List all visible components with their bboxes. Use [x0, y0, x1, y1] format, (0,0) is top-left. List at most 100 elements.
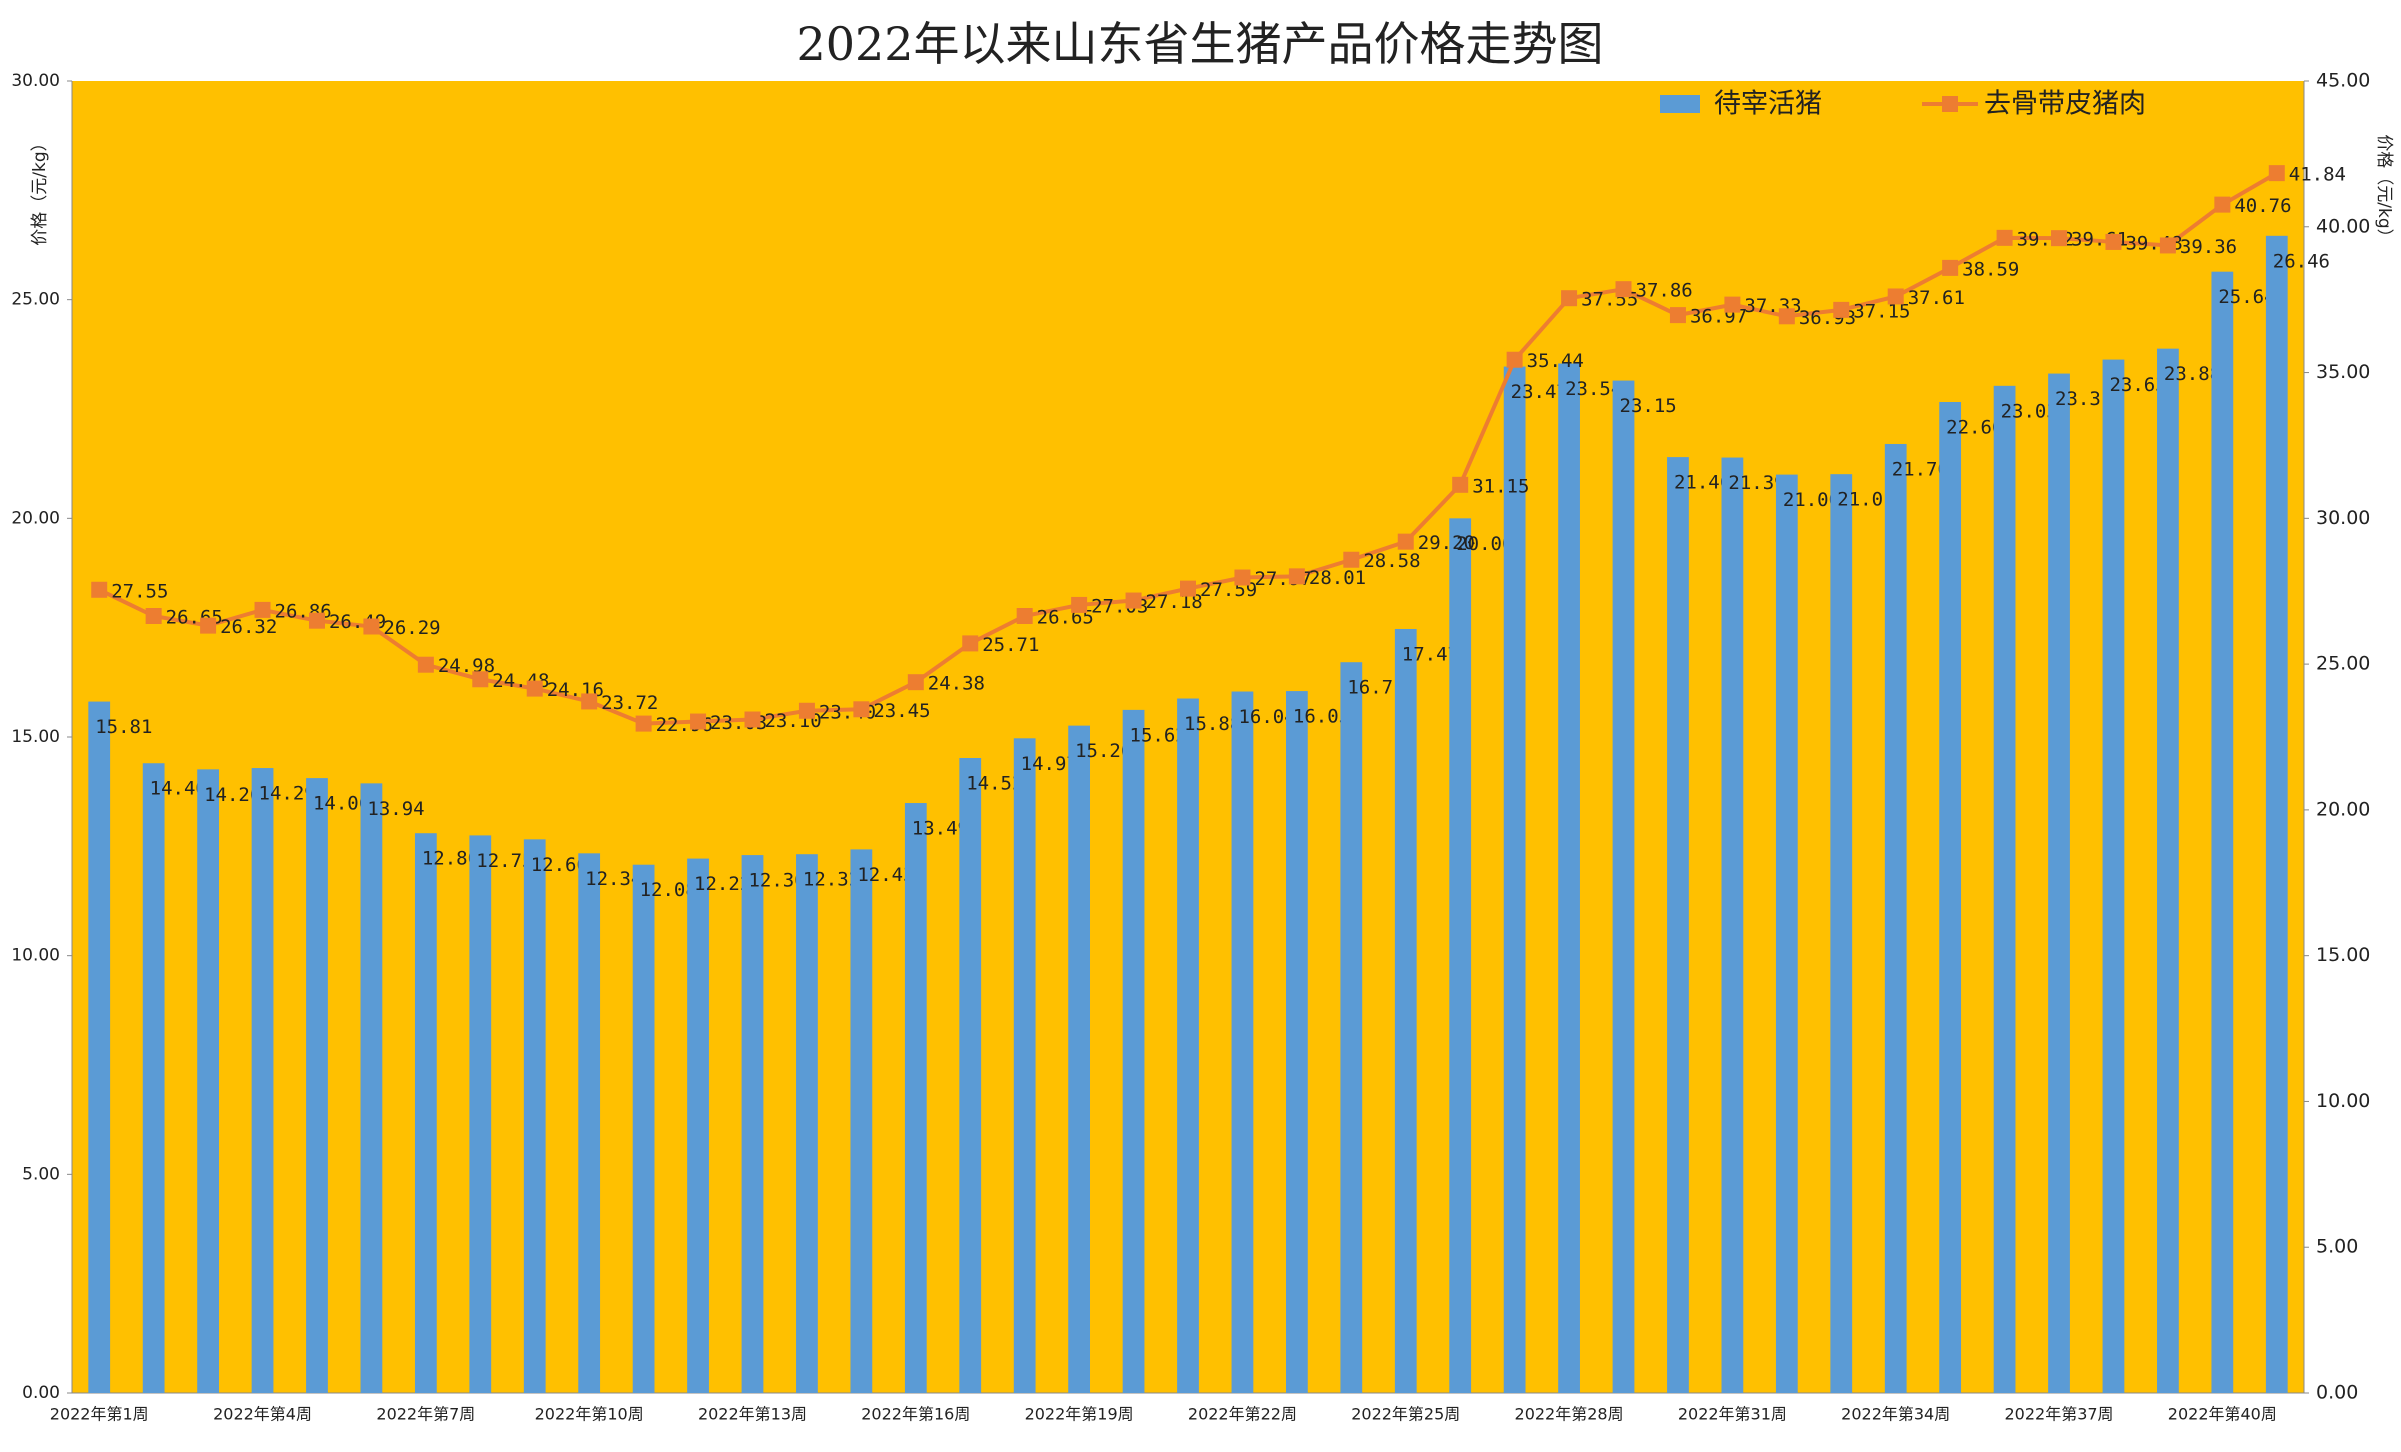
line-marker — [417, 656, 434, 673]
line-value-label: 31.15 — [1472, 475, 1529, 497]
bar — [1558, 363, 1580, 1393]
line-marker — [2268, 165, 2285, 182]
bar — [1177, 698, 1199, 1393]
line-marker — [2105, 233, 2122, 250]
bar-value-label: 22.66 — [1946, 417, 2003, 439]
line-marker — [690, 713, 707, 730]
y-axis-label: 价格（元/kg） — [30, 134, 50, 245]
bar — [1068, 725, 1091, 1393]
bar-value-label: 14.26 — [204, 784, 261, 806]
bar — [88, 701, 111, 1393]
bar — [1503, 366, 1526, 1394]
x-tick-label: 2022年第13周 — [698, 1405, 807, 1424]
bar — [904, 803, 927, 1393]
y-tick-label: 15.00 — [11, 727, 60, 747]
line-value-label: 26.29 — [383, 617, 440, 639]
bar-value-label: 21.70 — [1892, 458, 1949, 480]
bar — [796, 854, 818, 1393]
bar-value-label: 20.00 — [1456, 533, 1513, 555]
x-tick-label: 2022年第1周 — [50, 1405, 149, 1424]
line-value-label: 23.72 — [601, 692, 658, 714]
bar-value-label: 12.43 — [857, 864, 914, 886]
bar-value-label: 23.47 — [1511, 381, 1568, 403]
line-marker — [581, 693, 598, 710]
line-marker — [1506, 351, 1523, 368]
x-tick-label: 2022年第4周 — [213, 1405, 312, 1424]
line-value-label: 26.32 — [220, 616, 277, 638]
x-tick-label: 2022年第22周 — [1188, 1405, 1297, 1424]
bar — [959, 757, 982, 1393]
bar — [1122, 709, 1145, 1393]
x-tick-label: 2022年第31周 — [1678, 1405, 1787, 1424]
line-marker — [1071, 596, 1088, 613]
bar — [578, 853, 601, 1393]
bar — [414, 833, 437, 1393]
line-value-label: 27.55 — [111, 580, 168, 602]
bar — [2211, 271, 2234, 1393]
bar — [523, 839, 546, 1393]
y2-axis-label: 价格（元/kg） — [2374, 134, 2394, 245]
bar — [2048, 373, 2070, 1393]
line-value-label: 29.20 — [1418, 532, 1475, 554]
x-tick-label: 2022年第40周 — [2168, 1405, 2277, 1424]
bar-value-label: 16.05 — [1293, 706, 1350, 728]
line-marker — [1996, 229, 2013, 246]
bar-value-label: 14.97 — [1021, 753, 1078, 775]
line-marker — [635, 715, 652, 732]
bar-value-label: 12.08 — [640, 879, 697, 901]
line-marker — [526, 680, 543, 697]
bar — [687, 858, 709, 1393]
y2-tick-label: 15.00 — [2316, 944, 2370, 966]
bar-value-label: 23.15 — [1620, 395, 1677, 417]
y-tick-label: 30.00 — [11, 71, 60, 91]
line-value-label: 28.01 — [1309, 567, 1366, 589]
y2-tick-label: 20.00 — [2316, 798, 2370, 820]
bar-value-label: 25.64 — [2218, 286, 2275, 308]
bar-value-label: 13.49 — [912, 818, 969, 840]
bar — [2102, 359, 2125, 1394]
bar-value-label: 16.71 — [1347, 677, 1404, 699]
line-marker — [1234, 569, 1251, 586]
bar-value-label: 21.01 — [1837, 489, 1894, 511]
line-marker — [145, 608, 162, 625]
bar-value-label: 21.00 — [1783, 489, 1840, 511]
line-value-label: 23.45 — [873, 700, 930, 722]
bar-value-label: 12.75 — [476, 850, 533, 872]
bar — [1340, 662, 1363, 1393]
bar-value-label: 14.29 — [259, 783, 316, 805]
y-tick-label: 0.00 — [22, 1383, 60, 1403]
bar — [2265, 235, 2288, 1393]
bar-value-label: 21.40 — [1674, 472, 1731, 494]
legend-label: 去骨带皮猪肉 — [1984, 89, 2146, 120]
line-marker — [744, 711, 761, 728]
bar-value-label: 16.04 — [1238, 706, 1295, 728]
line-value-label: 35.44 — [1527, 350, 1584, 372]
line-marker — [1942, 259, 1959, 276]
legend-label: 待宰活猪 — [1714, 89, 1822, 120]
bar-value-label: 23.63 — [2109, 374, 2166, 396]
y2-tick-label: 40.00 — [2316, 215, 2370, 237]
y2-tick-label: 5.00 — [2316, 1236, 2358, 1258]
line-marker — [1724, 296, 1741, 313]
line-marker — [1452, 476, 1469, 493]
bar — [1667, 457, 1689, 1393]
line-value-label: 39.36 — [2180, 236, 2237, 258]
x-tick-label: 2022年第16周 — [861, 1405, 970, 1424]
bar-value-label: 12.30 — [748, 870, 805, 892]
bar-value-label: 14.40 — [150, 778, 207, 800]
bar — [1993, 385, 2016, 1394]
bar-value-label: 26.46 — [2273, 250, 2330, 272]
line-marker — [1615, 281, 1632, 298]
line-marker — [91, 581, 108, 598]
y2-tick-label: 45.00 — [2316, 70, 2370, 92]
bar — [1394, 628, 1417, 1393]
x-tick-label: 2022年第25周 — [1351, 1405, 1460, 1424]
bar-value-label: 15.26 — [1075, 740, 1132, 762]
bar-value-label: 14.52 — [966, 772, 1023, 794]
line-marker — [472, 671, 489, 688]
line-marker — [2051, 230, 2068, 247]
y-tick-label: 10.00 — [11, 946, 60, 966]
line-value-label: 24.38 — [928, 673, 985, 695]
bar-value-label: 13.94 — [367, 798, 424, 820]
